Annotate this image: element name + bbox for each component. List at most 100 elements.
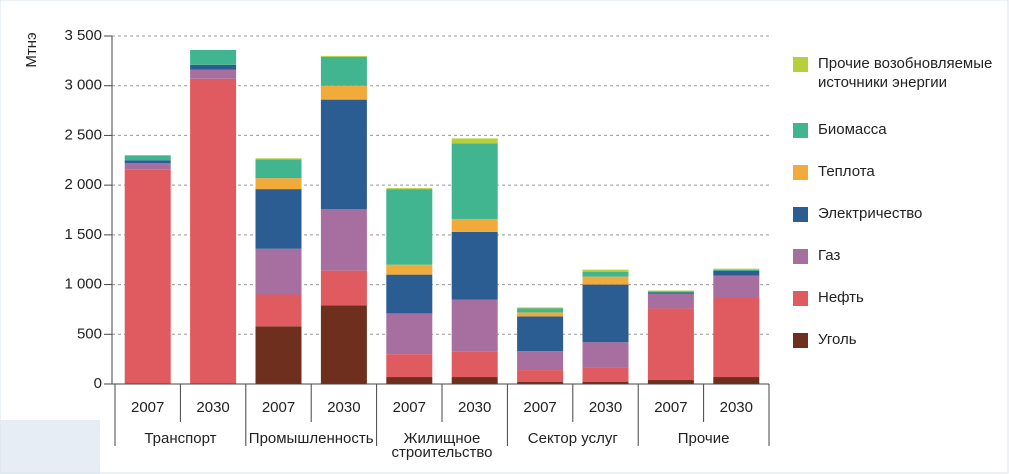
bar-segment	[451, 218, 498, 232]
bar-segment	[255, 159, 302, 179]
bar-segment	[386, 264, 433, 275]
bar-segment	[517, 382, 564, 384]
y-tick-label: 0	[94, 375, 102, 392]
y-tick-label: 2 500	[64, 126, 102, 143]
bar-segment	[255, 294, 302, 327]
bar-segment	[255, 158, 302, 160]
y-tick-label: 3 000	[64, 77, 102, 94]
bar-segment	[255, 248, 302, 295]
bar-segment	[386, 313, 433, 355]
bar-segment	[451, 299, 498, 352]
legend-swatch	[793, 333, 808, 348]
bar-segment	[190, 49, 237, 65]
bar-segment	[320, 209, 367, 271]
bar-segment	[647, 290, 694, 292]
y-axis-label: Мтнэ	[23, 32, 40, 68]
legend-label: Биомасса	[818, 121, 887, 138]
group-label: Промышленность	[248, 430, 374, 447]
bar-segment	[386, 354, 433, 378]
y-tick-label: 1 000	[64, 276, 102, 293]
legend-label: Нефть	[818, 289, 864, 306]
bar-segment	[582, 269, 629, 272]
bar-segment	[386, 274, 433, 314]
bar-segment	[647, 292, 694, 294]
legend-label: Газ	[818, 247, 841, 264]
bar-segment	[647, 380, 694, 384]
bar-segment	[386, 188, 433, 190]
bar-segment	[582, 284, 629, 343]
bar-segment	[190, 78, 237, 385]
bar-segment	[517, 370, 564, 383]
bar-segment	[386, 189, 433, 265]
group-label: Жилищное строительство	[391, 430, 493, 461]
bar-segment	[190, 69, 237, 79]
y-tick-label: 1 500	[64, 226, 102, 243]
legend-label: Прочие возобновляемые источники энергии	[818, 55, 993, 91]
x-tick-label: 2030	[327, 399, 360, 416]
x-tick-label: 2030	[196, 399, 229, 416]
bar-segment	[124, 169, 171, 384]
bar-segment	[255, 326, 302, 384]
x-tick-label: 2030	[720, 399, 753, 416]
bar-segment	[713, 275, 760, 298]
bar-segment	[713, 297, 760, 378]
legend-label: Электричество	[818, 205, 923, 222]
bar-segment	[255, 189, 302, 249]
bar-segment	[517, 308, 564, 313]
bar-segment	[451, 351, 498, 378]
bar-segment	[451, 138, 498, 144]
y-tick-label: 500	[77, 325, 102, 342]
bar-segment	[320, 305, 367, 384]
bar-segment	[320, 99, 367, 210]
x-tick-label: 2007	[262, 399, 295, 416]
bar-segment	[124, 163, 171, 170]
legend-swatch	[793, 123, 808, 138]
bar-segment	[517, 307, 564, 309]
bar-segment	[582, 271, 629, 277]
legend-swatch	[793, 291, 808, 306]
bar-segment	[451, 143, 498, 219]
bar-segment	[451, 231, 498, 300]
legend-swatch	[793, 207, 808, 222]
legend-label: Уголь	[818, 331, 857, 348]
x-tick-label: 2007	[131, 399, 164, 416]
bar-segment	[517, 351, 564, 371]
bar-segment	[713, 377, 760, 384]
x-tick-label: 2007	[654, 399, 687, 416]
group-label: Прочие	[677, 430, 730, 447]
group-label: Транспорт	[144, 430, 217, 447]
bar-segment	[320, 270, 367, 306]
legend-label: Теплота	[818, 163, 875, 180]
group-label: Сектор услуг	[527, 430, 618, 447]
legend-swatch	[793, 57, 808, 72]
bar-segment	[647, 291, 694, 293]
bar-segment	[647, 308, 694, 381]
x-tick-label: 2007	[523, 399, 556, 416]
bar-segment	[582, 382, 629, 384]
bar-segment	[713, 270, 760, 276]
corner-decor	[0, 420, 100, 474]
bar-segment	[517, 316, 564, 352]
bar-segment	[713, 268, 760, 270]
x-tick-label: 2030	[458, 399, 491, 416]
bar-segment	[386, 377, 433, 384]
legend-swatch	[793, 165, 808, 180]
bar-segment	[255, 178, 302, 190]
bar-segment	[451, 377, 498, 384]
bar-segment	[582, 367, 629, 383]
bar-segment	[713, 269, 760, 271]
bar-segment	[647, 293, 694, 309]
bar-segment	[582, 276, 629, 285]
y-tick-label: 2 000	[64, 176, 102, 193]
x-tick-label: 2030	[589, 399, 622, 416]
bar-segment	[320, 85, 367, 100]
x-tick-label: 2007	[393, 399, 426, 416]
bar-segment	[517, 312, 564, 317]
bar-segment	[320, 56, 367, 86]
y-tick-label: 3 500	[64, 27, 102, 44]
bar-segment	[582, 342, 629, 368]
bar-segment	[124, 160, 171, 164]
